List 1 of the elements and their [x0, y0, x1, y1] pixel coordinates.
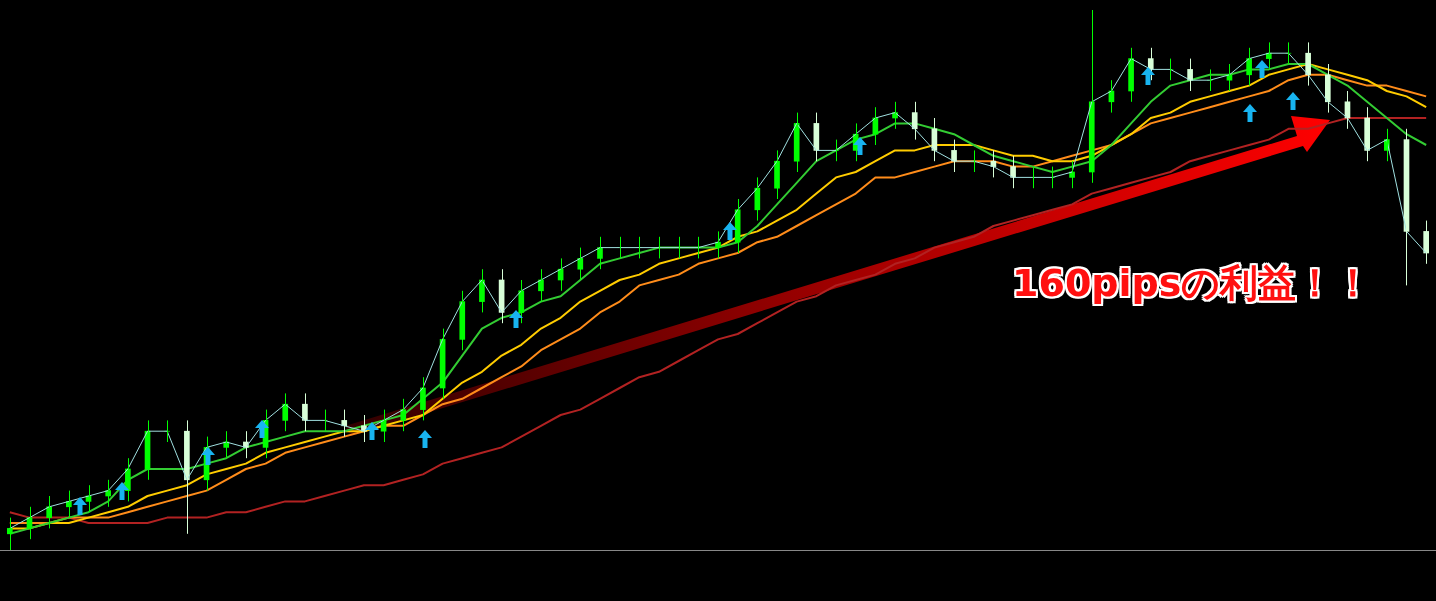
annotation: 160pipsの利益！！ — [1012, 260, 1373, 307]
